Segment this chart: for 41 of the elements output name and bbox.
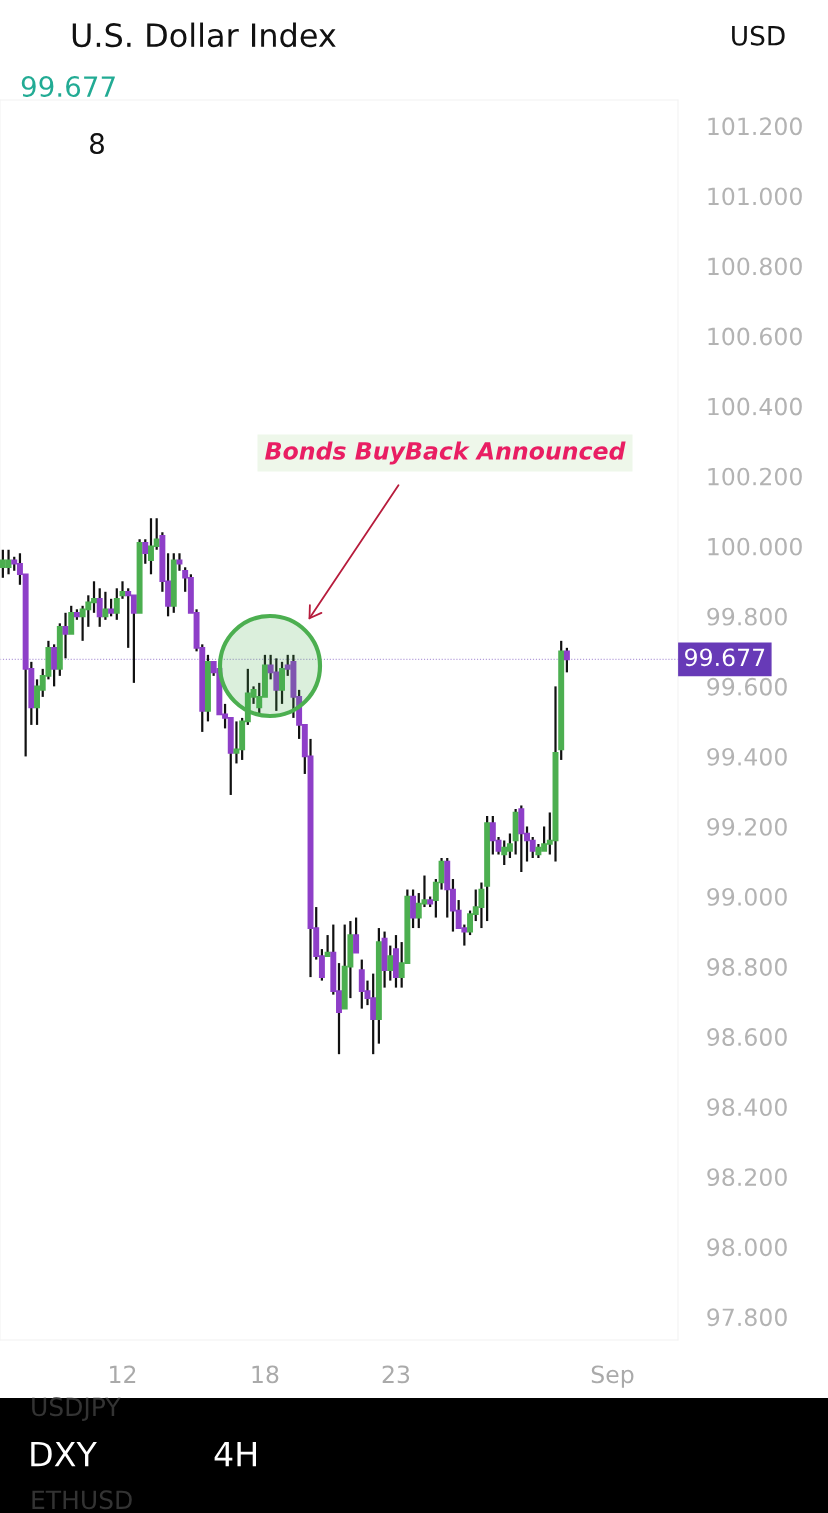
candlestick — [353, 916, 360, 954]
text: 4H — [214, 1441, 256, 1467]
y-tick-label: 99.600 — [707, 677, 787, 696]
y-tick-label: 98.800 — [707, 958, 787, 976]
y-tick-label: 100.800 — [708, 257, 802, 276]
y-tick-label: 99.800 — [707, 607, 787, 626]
y-tick-label: 97.800 — [707, 1308, 787, 1327]
candlestick — [387, 944, 394, 982]
x-tick-label: Sep — [591, 1365, 634, 1388]
candlestick — [51, 643, 58, 688]
y-tick-label: 98.000 — [707, 1238, 787, 1257]
y-tick-label: 100.200 — [708, 467, 802, 486]
y-tick-label: 99.200 — [707, 817, 787, 836]
candlestick — [62, 611, 69, 660]
chart-subtitle: 99.677 — [21, 76, 115, 98]
y-tick-label: 99.400 — [707, 747, 787, 766]
x-tick-label: 23 — [382, 1365, 410, 1384]
y-tick-label: 101.000 — [708, 187, 802, 206]
y-tick-label: 99.000 — [707, 887, 787, 906]
annotation: Bonds BuyBack Announced — [265, 441, 626, 465]
x-tick-label: 12 — [110, 1365, 136, 1383]
candlestick — [102, 590, 109, 621]
y-tick-label: 100.000 — [708, 537, 802, 556]
candlestick — [410, 888, 417, 930]
text: USD — [732, 25, 785, 46]
candlestick — [563, 646, 570, 674]
annotation: 8 — [90, 133, 104, 155]
candlestick — [142, 538, 149, 565]
y-tick-label: 100.400 — [708, 397, 802, 416]
y-tick-label: 101.200 — [708, 117, 802, 136]
y-tick-label: 100.600 — [708, 327, 802, 346]
text: USDJPY — [32, 1397, 121, 1421]
y-tick-label: 98.600 — [707, 1028, 787, 1046]
candlestick — [279, 660, 285, 705]
x-tick-label: 18 — [252, 1365, 279, 1384]
candlestick — [96, 587, 103, 628]
ref-line-label: 99.677 — [685, 648, 765, 667]
y-tick-label: 98.400 — [707, 1098, 787, 1117]
chart-title: U.S. Dollar Index — [72, 22, 336, 48]
text: DXY — [31, 1441, 97, 1467]
y-tick-label: 98.200 — [707, 1168, 787, 1187]
